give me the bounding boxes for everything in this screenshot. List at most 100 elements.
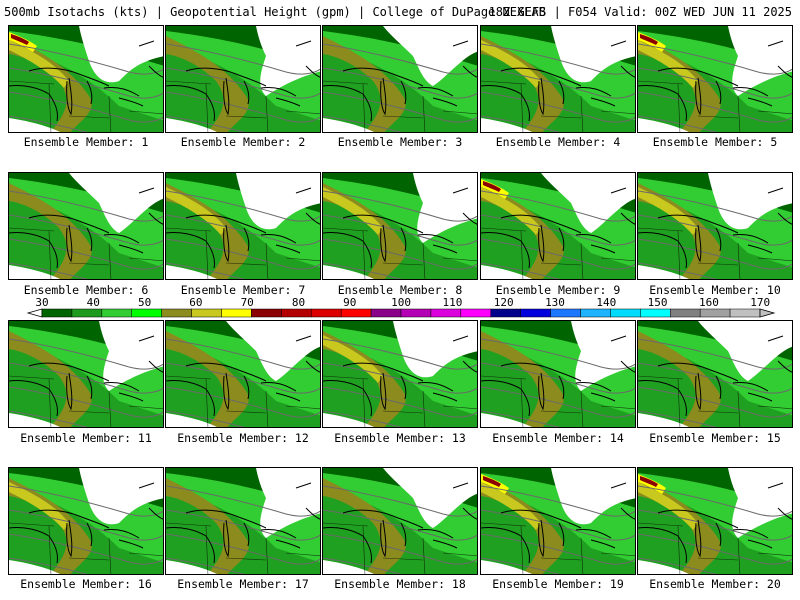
colorbar-swatch: [101, 308, 133, 318]
ensemble-panel: [8, 25, 164, 133]
wind-map: [9, 468, 163, 574]
colorbar-swatch: [460, 308, 492, 318]
ensemble-caption: Ensemble Member: 14: [492, 431, 624, 445]
ensemble-panel: [480, 320, 636, 428]
colorbar-swatch: [670, 308, 701, 318]
colorbar-swatch: [550, 308, 581, 318]
colorbar-swatch: [131, 308, 162, 318]
ensemble-panel: [8, 172, 164, 280]
ensemble-caption: Ensemble Member: 5: [652, 135, 778, 149]
ensemble-panel: [322, 320, 478, 428]
wind-map: [638, 321, 792, 427]
ensemble-panel: [322, 172, 478, 280]
wind-map: [166, 321, 320, 427]
wind-map: [9, 26, 163, 132]
colorbar-tick-label: 140: [596, 296, 617, 309]
ensemble-panel: [322, 25, 478, 133]
ensemble-caption: Ensemble Member: 19: [492, 577, 624, 591]
colorbar-swatch: [400, 308, 432, 318]
colorbar-tick-label: 70: [240, 296, 254, 309]
colorbar-swatch: [729, 308, 761, 318]
colorbar-min-arrow: [26, 308, 43, 318]
ensemble-panel: [637, 25, 793, 133]
ensemble-panel: [480, 172, 636, 280]
colorbar-tick-label: 110: [442, 296, 463, 309]
wind-map: [481, 468, 635, 574]
colorbar-swatch: [580, 308, 611, 318]
colorbar-tick-label: 100: [391, 296, 412, 309]
ensemble-caption: Ensemble Member: 20: [649, 577, 781, 591]
colorbar-swatch: [610, 308, 641, 318]
wind-map: [166, 173, 320, 279]
header-bar: 500mb Isotachs (kts) | Geopotential Heig…: [0, 0, 800, 22]
wind-map: [638, 26, 792, 132]
colorbar-swatch: [490, 308, 521, 318]
ensemble-caption: Ensemble Member: 9: [495, 283, 621, 297]
colorbar-swatch: [161, 308, 192, 318]
colorbar-swatch: [251, 308, 282, 318]
wind-map: [323, 26, 477, 132]
ensemble-caption: Ensemble Member: 4: [495, 135, 621, 149]
wind-map: [481, 173, 635, 279]
product-title: 500mb Isotachs (kts) | Geopotential Heig…: [4, 5, 546, 19]
ensemble-caption: Ensemble Member: 12: [177, 431, 309, 445]
ensemble-panel: [8, 467, 164, 575]
ensemble-panel: [165, 172, 321, 280]
ensemble-caption: Ensemble Member: 3: [337, 135, 463, 149]
colorbar-swatch: [191, 308, 222, 318]
ensemble-caption: Ensemble Member: 7: [180, 283, 306, 297]
ensemble-caption: Ensemble Member: 17: [177, 577, 309, 591]
ensemble-panel: [165, 25, 321, 133]
ensemble-caption: Ensemble Member: 2: [180, 135, 306, 149]
colorbar-tick-label: 130: [545, 296, 565, 309]
colorbar-tick-label: 170: [750, 296, 771, 309]
ensemble-panel: [165, 467, 321, 575]
run-valid-time: 18Z GEFS | F054 Valid: 00Z WED JUN 11 20…: [488, 5, 792, 19]
colorbar-swatch: [71, 308, 103, 318]
ensemble-panel: [637, 172, 793, 280]
ensemble-caption: Ensemble Member: 18: [334, 577, 466, 591]
colorbar-swatch: [41, 308, 73, 318]
ensemble-caption: Ensemble Member: 1: [23, 135, 149, 149]
ensemble-panel: [165, 320, 321, 428]
colorbar-max-arrow: [759, 308, 776, 318]
ensemble-panel: [637, 467, 793, 575]
colorbar-tick-label: 40: [86, 296, 100, 309]
colorbar-swatch: [699, 308, 731, 318]
colorbar-swatch: [311, 308, 342, 318]
wind-map: [481, 26, 635, 132]
colorbar-swatch: [370, 308, 402, 318]
ensemble-caption: Ensemble Member: 15: [649, 431, 781, 445]
ensemble-panel: [8, 320, 164, 428]
wind-map: [323, 321, 477, 427]
colorbar-swatch: [640, 308, 671, 318]
colorbar-tick-label: 60: [189, 296, 203, 309]
ensemble-caption: Ensemble Member: 16: [20, 577, 152, 591]
isotach-colorbar: 30 40 50 60 70 80 90 100 110 120 130 140 150 160 170: [0, 296, 800, 322]
wind-map: [638, 468, 792, 574]
wind-map: [323, 468, 477, 574]
wind-map: [166, 468, 320, 574]
colorbar-tick-label: 90: [343, 296, 357, 309]
ensemble-caption: Ensemble Member: 11: [20, 431, 152, 445]
wind-map: [9, 173, 163, 279]
ensemble-panel: [322, 467, 478, 575]
ensemble-caption: Ensemble Member: 8: [337, 283, 463, 297]
colorbar-swatch: [221, 308, 252, 318]
wind-map: [9, 321, 163, 427]
colorbar-swatch: [520, 308, 551, 318]
colorbar-tick-label: 80: [291, 296, 306, 309]
colorbar-tick-label: 160: [698, 296, 719, 309]
ensemble-caption: Ensemble Member: 10: [649, 283, 781, 297]
ensemble-panel: [637, 320, 793, 428]
colorbar-swatch: [281, 308, 312, 318]
colorbar-swatch: [430, 308, 462, 318]
colorbar-tick-label: 150: [647, 296, 668, 309]
ensemble-caption: Ensemble Member: 13: [334, 431, 466, 445]
wind-map: [638, 173, 792, 279]
colorbar-tick-label: 30: [35, 296, 49, 309]
ensemble-panel: [480, 25, 636, 133]
colorbar-tick-label: 50: [137, 296, 152, 309]
ensemble-panel: [480, 467, 636, 575]
